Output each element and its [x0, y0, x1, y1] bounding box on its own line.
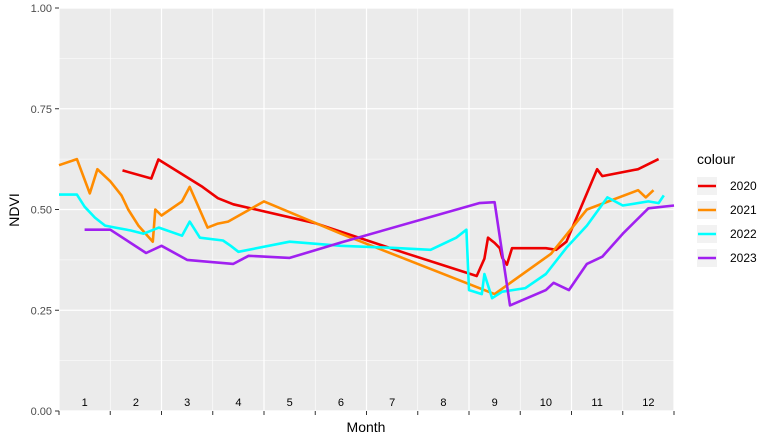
month-label: 12: [642, 397, 654, 409]
legend-label-2023: 2023: [730, 251, 757, 265]
series-line-2023: [84, 200, 675, 307]
y-tick-label: 0.00: [31, 406, 52, 418]
month-label: 10: [540, 397, 552, 409]
month-label: 1: [82, 397, 88, 409]
series-line-2022: [59, 193, 665, 300]
y-tick-label: 0.50: [31, 205, 52, 217]
series-lines: [58, 157, 675, 307]
month-labels: 1 2 3 4 5 6 7 8 9 10 11 12: [82, 397, 655, 409]
legend-title: colour: [697, 151, 735, 167]
x-axis-title: Month: [347, 419, 386, 435]
month-label: 4: [235, 397, 241, 409]
month-label: 8: [440, 397, 446, 409]
x-axis: [58, 411, 675, 415]
month-label: 6: [338, 397, 344, 409]
y-axis-title: NDVI: [6, 193, 22, 226]
legend-label-2022: 2022: [730, 227, 757, 241]
month-label: 2: [133, 397, 139, 409]
month-label: 11: [591, 397, 602, 409]
month-label: 9: [492, 397, 498, 409]
legend-label-2021: 2021: [730, 203, 757, 217]
y-axis: 0.00 0.25 0.50 0.75 1.00: [31, 3, 59, 418]
series-line-2020: [122, 157, 660, 278]
legend: colour 2020 2021 2022 2023: [697, 151, 757, 267]
legend-label-2020: 2020: [730, 179, 757, 193]
y-tick-label: 0.75: [31, 104, 52, 116]
month-label: 7: [389, 397, 395, 409]
month-label: 3: [184, 397, 190, 409]
y-tick-label: 0.25: [31, 305, 52, 317]
month-label: 5: [287, 397, 293, 409]
series-line-2021: [58, 157, 655, 296]
y-tick-label: 1.00: [31, 3, 52, 15]
